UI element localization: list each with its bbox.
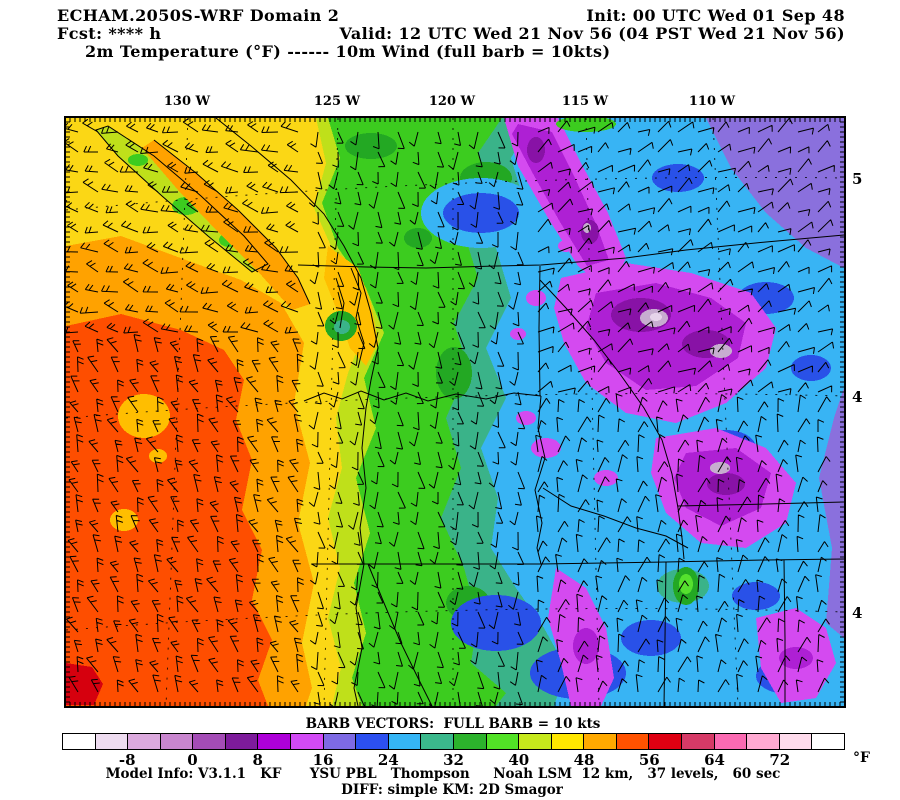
map-svg bbox=[66, 118, 844, 706]
x-axis-tick-label: 130 W bbox=[163, 94, 211, 109]
colorbar-tick-label: 40 bbox=[508, 751, 530, 769]
diffusion-info-line: DIFF: simple KM: 2D Smagor bbox=[341, 782, 563, 798]
colorbar-cell bbox=[550, 734, 584, 749]
colorbar-tick-label: 32 bbox=[443, 751, 464, 769]
colorbar-cell bbox=[224, 734, 258, 749]
model-info-line: Model Info: V3.1.1 KF YSU PBL Thompson N… bbox=[105, 766, 781, 782]
colorbar-cell bbox=[192, 734, 225, 749]
colorbar-unit: °F bbox=[853, 750, 870, 766]
forecast-hour: Fcst: **** h bbox=[57, 24, 162, 43]
colorbar-tick-label: 16 bbox=[312, 751, 334, 769]
colorbar-cell bbox=[322, 734, 356, 749]
frame-tick-marks bbox=[66, 118, 844, 706]
colorbar-cell bbox=[583, 734, 616, 749]
colorbar-cell bbox=[355, 734, 388, 749]
x-axis-tick-label: 115 W bbox=[561, 94, 609, 109]
colorbar-tick-label: 64 bbox=[704, 751, 725, 769]
colorbar-tick-label: 72 bbox=[769, 751, 791, 769]
colorbar-tick-label: -8 bbox=[118, 751, 136, 769]
init-time: Init: 00 UTC Wed 01 Sep 48 bbox=[586, 6, 845, 25]
x-axis-tick-label: 125 W bbox=[313, 94, 361, 109]
y-axis-tick-label: 4 bbox=[852, 388, 863, 406]
colorbar-cell bbox=[159, 734, 193, 749]
colorbar-cell bbox=[387, 734, 421, 749]
colorbar-cell bbox=[615, 734, 649, 749]
colorbar-cell bbox=[452, 734, 486, 749]
colorbar-cell bbox=[778, 734, 812, 749]
variables-line: 2m Temperature (°F) ------ 10m Wind (ful… bbox=[85, 42, 611, 61]
wind-barbs bbox=[66, 118, 835, 706]
valid-time: Valid: 12 UTC Wed 21 Nov 56 (04 PST Wed … bbox=[339, 24, 845, 43]
colorbar-cell bbox=[746, 734, 779, 749]
temperature-colorbar bbox=[62, 733, 845, 750]
colorbar-cell bbox=[648, 734, 681, 749]
map-boundaries bbox=[95, 118, 844, 706]
x-axis-tick-label: 120 W bbox=[428, 94, 476, 109]
colorbar-cell bbox=[713, 734, 747, 749]
x-axis-tick-label: 110 W bbox=[688, 94, 736, 109]
colorbar-tick-label: 48 bbox=[573, 751, 595, 769]
colorbar-cell bbox=[485, 734, 519, 749]
colorbar-tick-label: 0 bbox=[187, 751, 198, 769]
colorbar-tick-label: 8 bbox=[252, 751, 263, 769]
y-axis-tick-label: 5 bbox=[852, 170, 863, 188]
colorbar-cell bbox=[63, 734, 95, 749]
colorbar-tick-label: 24 bbox=[377, 751, 399, 769]
forecast-map bbox=[64, 116, 846, 708]
colorbar-cell bbox=[680, 734, 714, 749]
barb-legend-note: BARB VECTORS: FULL BARB = 10 kts bbox=[305, 716, 601, 732]
colorbar-cell bbox=[811, 734, 844, 749]
colorbar-cell bbox=[290, 734, 323, 749]
temperature-wind-field bbox=[66, 118, 844, 706]
colorbar-tick-label: 56 bbox=[638, 751, 660, 769]
y-axis-tick-label: 4 bbox=[852, 604, 863, 622]
model-title: ECHAM.2050S-WRF Domain 2 bbox=[57, 6, 340, 25]
colorbar-cell bbox=[257, 734, 291, 749]
colorbar-cell bbox=[94, 734, 128, 749]
colorbar-cell bbox=[127, 734, 160, 749]
colorbar-cell bbox=[420, 734, 453, 749]
colorbar-cell bbox=[518, 734, 551, 749]
